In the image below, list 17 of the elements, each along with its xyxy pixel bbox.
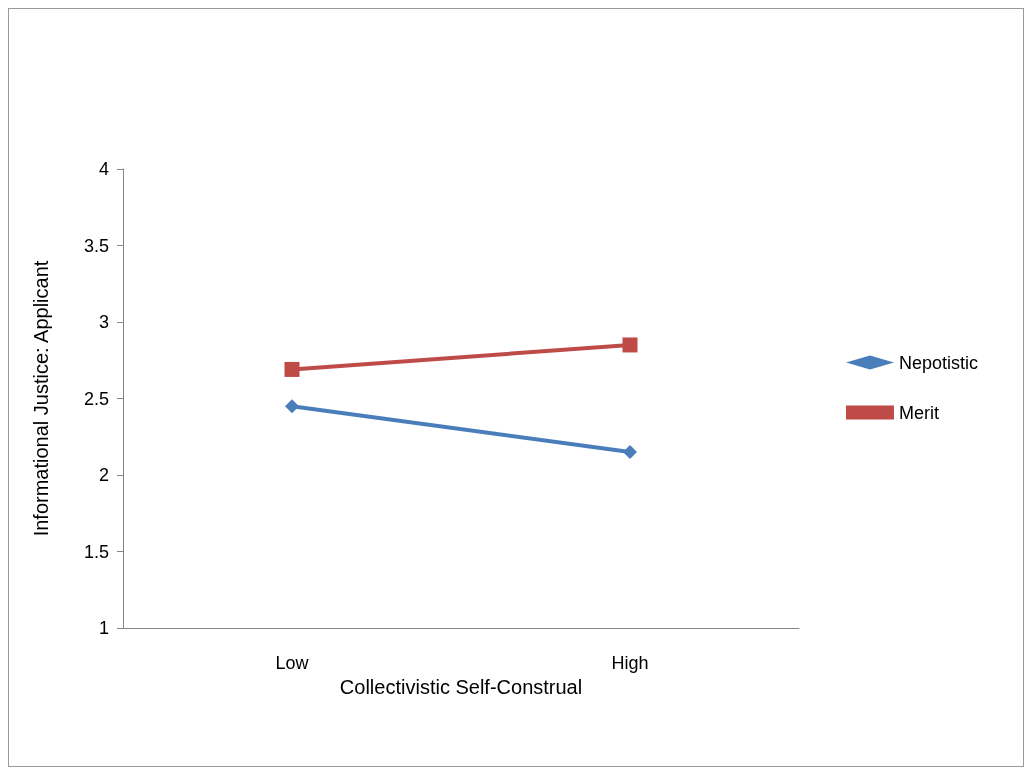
- x-tick-label: High: [611, 653, 649, 673]
- legend-label: Merit: [898, 402, 939, 423]
- y-tick-label: 2: [98, 465, 109, 485]
- legend-label: Nepotistic: [898, 352, 978, 373]
- point: [285, 399, 299, 414]
- point: [622, 337, 638, 353]
- x-axis-title: Collectivistic Self-Construal: [339, 675, 583, 698]
- x-tick-label: Low: [275, 653, 310, 673]
- y-tick-label: 4: [98, 159, 109, 179]
- point: [284, 361, 300, 377]
- y-tick-label: 3: [98, 312, 109, 332]
- y-tick-label: 1.5: [83, 541, 109, 562]
- y-tick-label: 3.5: [83, 235, 109, 256]
- y-tick-label: 1: [98, 618, 109, 638]
- point: [623, 445, 637, 460]
- y-tick-label: 2.5: [83, 388, 109, 409]
- y-axis-title: Informational Justice: Applicant: [30, 260, 52, 537]
